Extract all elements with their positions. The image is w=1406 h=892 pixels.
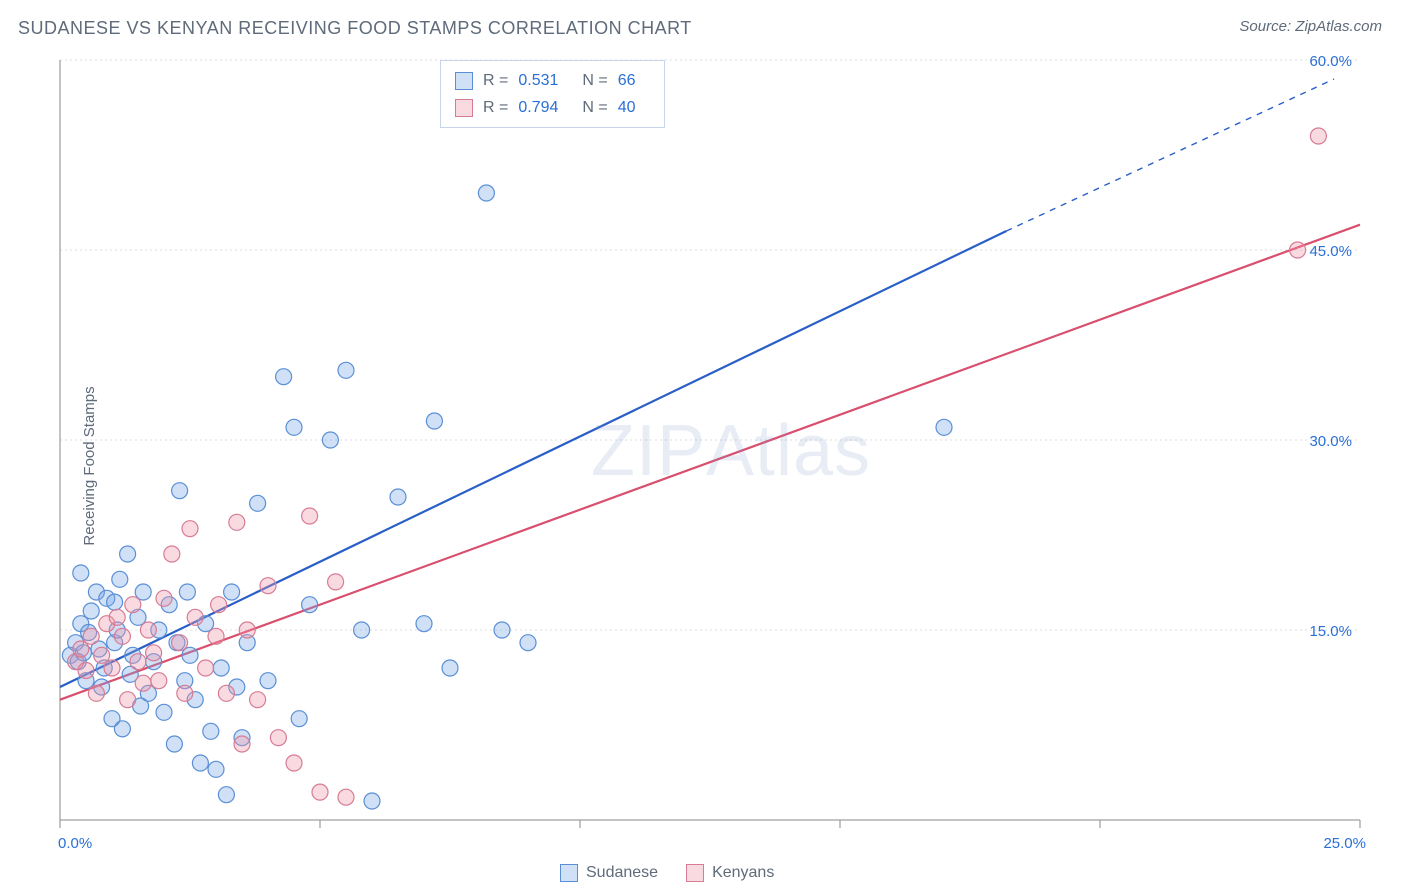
chart-title: SUDANESE VS KENYAN RECEIVING FOOD STAMPS… (18, 18, 692, 39)
svg-text:25.0%: 25.0% (1323, 835, 1366, 852)
legend-item: Sudanese (560, 864, 658, 882)
svg-text:30.0%: 30.0% (1309, 433, 1352, 450)
scatter-chart: 15.0% 30.0% 45.0% 60.0% 0.0% 25.0% (20, 50, 1380, 860)
legend-item: Kenyans (686, 864, 774, 882)
series-legend: Sudanese Kenyans (560, 864, 774, 882)
source-link[interactable]: ZipAtlas.com (1295, 18, 1382, 35)
swatch-icon (455, 72, 473, 90)
swatch-icon (686, 864, 704, 882)
chart-container: Receiving Food Stamps 15.0% 30.0% 45.0% 60.… (20, 50, 1386, 882)
svg-text:15.0%: 15.0% (1309, 623, 1352, 640)
chart-source: Source: ZipAtlas.com (1239, 18, 1382, 35)
y-axis-label: Receiving Food Stamps (81, 386, 98, 545)
svg-text:60.0%: 60.0% (1309, 53, 1352, 70)
svg-text:0.0%: 0.0% (58, 835, 92, 852)
swatch-icon (560, 864, 578, 882)
stats-legend: R = 0.531 N = 66 R = 0.794 N = 40 (440, 60, 665, 128)
chart-header: SUDANESE VS KENYAN RECEIVING FOOD STAMPS… (0, 0, 1406, 39)
swatch-icon (455, 99, 473, 117)
svg-text:45.0%: 45.0% (1309, 243, 1352, 260)
stats-row: R = 0.794 N = 40 (455, 94, 650, 121)
stats-row: R = 0.531 N = 66 (455, 67, 650, 94)
